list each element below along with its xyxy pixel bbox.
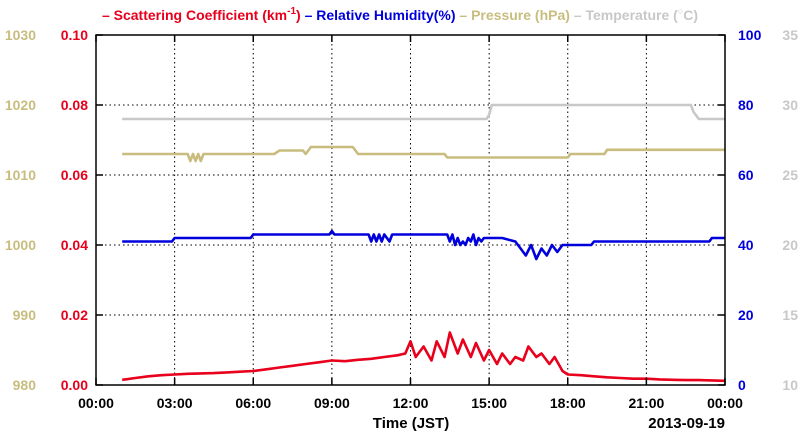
y-tick-label-temp: 35 — [782, 27, 798, 43]
legend: – Scattering Coefficient (km-1) – Relati… — [102, 6, 698, 23]
x-tick-label: 12:00 — [393, 395, 429, 411]
series-line-scat — [122, 331, 726, 383]
series-line-pres — [122, 145, 725, 163]
y-tick-label-scat: 0.10 — [61, 27, 88, 43]
y-tick-label-temp: 10 — [782, 377, 798, 393]
grid-lines — [96, 35, 725, 385]
date-label: 2013-09-19 — [648, 415, 725, 432]
y-tick-label-scat: 0.06 — [61, 167, 88, 183]
y-tick-label-rh: 80 — [738, 97, 754, 113]
x-tick-label: 21:00 — [628, 395, 664, 411]
y-tick-label-scat: 0.04 — [61, 237, 88, 253]
series-line-temp — [122, 103, 725, 121]
y-tick-label-pres: 1010 — [5, 167, 36, 183]
y-tick-label-scat: 0.00 — [61, 377, 88, 393]
y-tick-label-temp: 25 — [782, 167, 798, 183]
x-tick-label: 03:00 — [157, 395, 193, 411]
legend-temperature-degree: ○ — [678, 6, 683, 16]
legend-scattering: Scattering Coefficient (km — [114, 7, 287, 23]
y-tick-label-rh: 40 — [738, 237, 754, 253]
x-tick-label: 15:00 — [471, 395, 507, 411]
tick-marks — [95, 34, 726, 386]
y-tick-label-pres: 990 — [13, 307, 37, 323]
y-tick-label-pres: 1020 — [5, 97, 36, 113]
x-tick-label: 06:00 — [235, 395, 271, 411]
y-tick-label-pres: 1030 — [5, 27, 36, 43]
y-tick-label-rh: 20 — [738, 307, 754, 323]
series-lines — [122, 103, 726, 383]
legend-text: – Scattering Coefficient (km-1) – Relati… — [102, 6, 698, 23]
x-tick-label: 09:00 — [314, 395, 350, 411]
legend-scattering-sup: -1 — [287, 6, 296, 17]
y-tick-label-rh: 100 — [738, 27, 762, 43]
y-tick-label-rh: 0 — [738, 377, 746, 393]
x-tick-label: 00:00 — [707, 395, 743, 411]
legend-dash-scattering: – — [102, 7, 114, 23]
x-axis-label: Time (JST) — [373, 415, 449, 432]
tick-labels: 00:00 03:00 06:00 09:00 12:00 15:00 18:00 21:00… — [5, 27, 798, 411]
y-tick-label-temp: 15 — [782, 307, 798, 323]
legend-dash-temperature: – — [570, 7, 586, 23]
y-tick-label-rh: 60 — [738, 167, 754, 183]
y-tick-label-temp: 30 — [782, 97, 798, 113]
series-line-rh — [122, 229, 725, 261]
legend-temperature-end: C) — [683, 7, 698, 23]
legend-scattering-end: ) — [296, 7, 301, 23]
y-tick-label-pres: 980 — [13, 377, 37, 393]
y-tick-label-scat: 0.02 — [61, 307, 88, 323]
legend-pressure: Pressure (hPa) — [471, 7, 570, 23]
y-tick-label-scat: 0.08 — [61, 97, 88, 113]
x-tick-label: 18:00 — [550, 395, 586, 411]
y-tick-label-temp: 20 — [782, 237, 798, 253]
legend-dash-rh: – — [301, 7, 317, 23]
y-tick-label-pres: 1000 — [5, 237, 36, 253]
legend-rh: Relative Humidity(%) — [316, 7, 455, 23]
legend-temperature: Temperature ( — [586, 7, 679, 23]
legend-dash-pressure: – — [456, 7, 472, 23]
x-tick-label: 00:00 — [78, 395, 114, 411]
